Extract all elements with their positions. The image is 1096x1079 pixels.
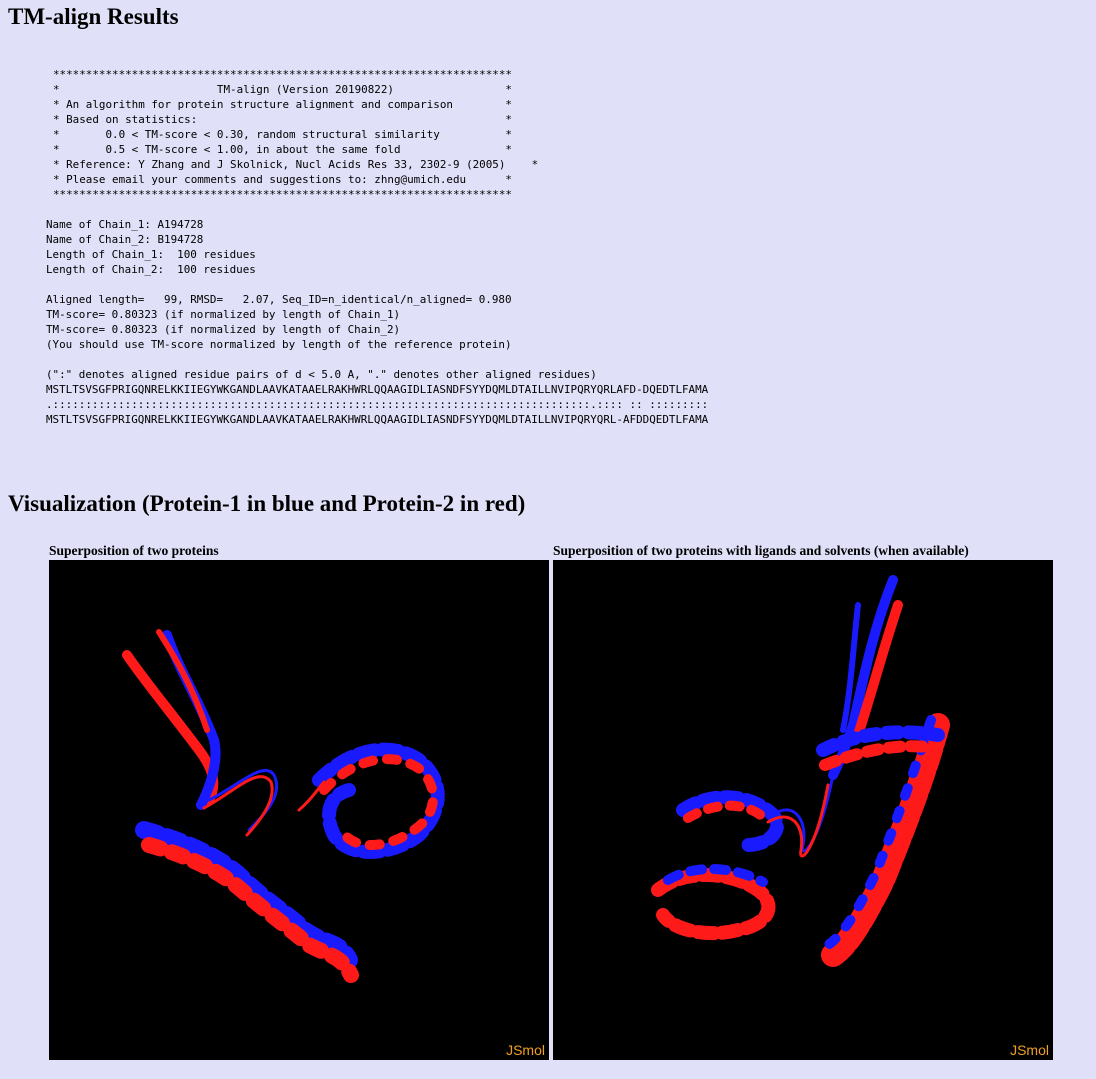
banner-line: ****************************************…: [53, 68, 512, 81]
chain2-length: Length of Chain_2: 100 residues: [46, 263, 256, 276]
jsmol-watermark: JSmol: [506, 1042, 545, 1058]
page-title: TM-align Results: [8, 4, 179, 29]
tm-score-chain1: TM-score= 0.80323 (if normalized by leng…: [46, 308, 401, 321]
protein-superposition-render: [122, 629, 445, 983]
jsmol-viewer[interactable]: JSmol: [553, 560, 1053, 1060]
visualization-title: Visualization (Protein-1 in blue and Pro…: [8, 491, 526, 516]
sequence-chain1: MSTLTSVSGFPRIGQNRELKKIIEGYWKGANDLAAVKATA…: [46, 383, 709, 396]
chain2-name: Name of Chain_2: B194728: [46, 233, 204, 246]
alignment-legend: (":" denotes aligned residue pairs of d …: [46, 368, 597, 381]
banner-line: * 0.0 < TM-score < 0.30, random structur…: [53, 128, 512, 141]
tm-score-note: (You should use TM-score normalized by l…: [46, 338, 512, 351]
superposition-ligands-panel: Superposition of two proteins with ligan…: [553, 542, 1053, 1060]
chain1-length: Length of Chain_1: 100 residues: [46, 248, 256, 261]
version-banner: ****************************************…: [46, 67, 708, 202]
sequence-chain2: MSTLTSVSGFPRIGQNRELKKIIEGYWKGANDLAAVKATA…: [46, 413, 709, 426]
superposition-panel: Superposition of two proteins JSmol: [49, 542, 549, 1060]
banner-line: * TM-align (Version 20190822) *: [53, 83, 512, 96]
banner-line: * An algorithm for protein structure ali…: [53, 98, 512, 111]
jsmol-watermark: JSmol: [1010, 1042, 1049, 1058]
banner-line: * 0.5 < TM-score < 1.00, in about the sa…: [53, 143, 512, 156]
aligned-length-rmsd: Aligned length= 99, RMSD= 2.07, Seq_ID=n…: [46, 293, 512, 306]
panel-label: Superposition of two proteins with ligan…: [553, 543, 969, 558]
alignment-match-line: .:::::::::::::::::::::::::::::::::::::::…: [46, 398, 709, 411]
jsmol-viewer[interactable]: JSmol: [49, 560, 549, 1060]
banner-line: * Please email your comments and suggest…: [53, 173, 512, 186]
banner-line: * Reference: Y Zhang and J Skolnick, Nuc…: [53, 158, 539, 171]
banner-line: * Based on statistics: *: [53, 113, 512, 126]
protein-superposition-render: [651, 575, 950, 967]
tmalign-output: ****************************************…: [46, 67, 708, 427]
panel-label: Superposition of two proteins: [49, 543, 219, 558]
tm-score-chain2: TM-score= 0.80323 (if normalized by leng…: [46, 323, 401, 336]
banner-line: ****************************************…: [53, 188, 512, 201]
chain1-name: Name of Chain_1: A194728: [46, 218, 204, 231]
